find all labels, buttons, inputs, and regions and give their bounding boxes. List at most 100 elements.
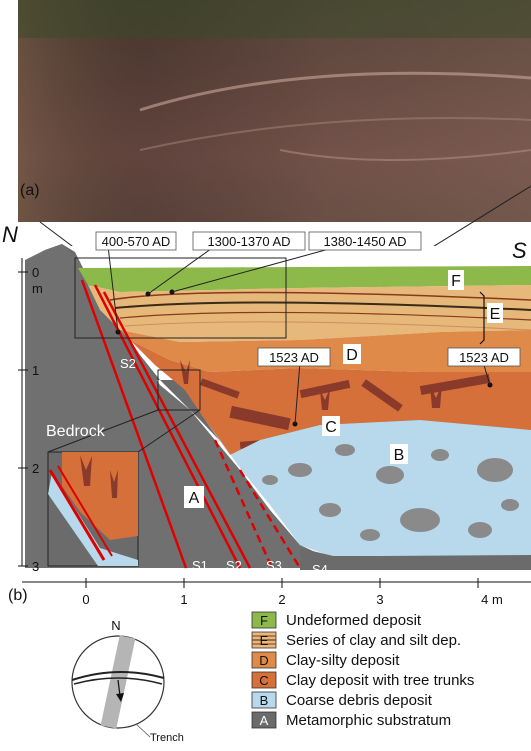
- clast: [319, 503, 341, 517]
- fault-s3: [213, 439, 274, 569]
- clast: [335, 444, 355, 456]
- depth-tick-label: 0: [32, 265, 39, 280]
- photo-panel-label: (a): [20, 182, 40, 199]
- fault-s4: [238, 469, 302, 569]
- north-label: N: [2, 222, 18, 247]
- legend-code: D: [259, 653, 268, 668]
- legend-swatch-d: [251, 651, 277, 669]
- unit-c: [130, 340, 531, 455]
- legend: F Undeformed deposit E Series of clay and s…: [251, 611, 474, 729]
- age-box: [95, 231, 177, 251]
- legend-swatch-c: [251, 671, 277, 689]
- legend-code: E: [260, 633, 269, 648]
- age-box: [192, 231, 306, 251]
- age-label: 1523 AD: [459, 350, 509, 365]
- trench-leader: [135, 723, 151, 738]
- distance-tick-label: 3: [376, 592, 383, 607]
- unit-e-layer: [109, 291, 531, 301]
- inset-root: [110, 470, 118, 498]
- unit-e-layer: [119, 311, 531, 321]
- distance-tick-label: 4 m: [481, 592, 503, 607]
- unit-label-bg: [448, 270, 464, 290]
- slip-arrow: [117, 679, 121, 697]
- legend-code: C: [259, 673, 268, 688]
- tree-trunk: [199, 378, 240, 399]
- depth-unit: m: [32, 281, 43, 296]
- legend-swatch-f: [251, 611, 277, 629]
- unit-label-bg: [390, 444, 408, 464]
- clast: [400, 508, 440, 532]
- clast: [288, 463, 312, 477]
- tree-stump: [430, 384, 442, 408]
- fault-great-circle: [71, 671, 165, 681]
- photo-vegetation: [18, 0, 531, 38]
- distance-tick-label: 1: [180, 592, 187, 607]
- inset: [47, 451, 139, 567]
- clast: [468, 522, 492, 538]
- distance-tick-label: 2: [278, 592, 285, 607]
- fault-label-s4: S4: [312, 562, 328, 577]
- unit-label-bg: [343, 344, 361, 364]
- unit-label-b: B: [394, 447, 405, 464]
- unit-d: [100, 310, 531, 372]
- legend-label: Undeformed deposit: [286, 612, 422, 629]
- unit-e: [88, 285, 531, 342]
- debris-clasts: [262, 444, 519, 541]
- age-leader: [294, 361, 301, 425]
- legend-swatch-a: [251, 711, 277, 729]
- section-panel-label: (b): [8, 587, 28, 604]
- fault-labels: S2 S1 S2 S3 S4: [120, 356, 328, 577]
- trench-photo: (a): [18, 0, 531, 222]
- tree-trunk: [361, 379, 403, 412]
- age-leaders: [107, 245, 491, 425]
- depth-axis: 0 m 1 2 3: [18, 258, 43, 574]
- legend-code: A: [260, 713, 269, 728]
- clast: [360, 529, 380, 541]
- inset-fault: [48, 469, 106, 561]
- stereonet: N Trench: [71, 618, 184, 744]
- fault-label-s2: S2: [226, 558, 242, 573]
- unit-label-bg: [322, 416, 340, 436]
- tree-stump: [320, 388, 330, 410]
- inset-fault: [57, 465, 113, 557]
- unit-label-a: A: [189, 490, 200, 507]
- clast: [501, 499, 519, 511]
- south-label: S: [512, 238, 527, 263]
- unit-e-layer: [114, 301, 531, 311]
- depth-tick-label: 1: [32, 363, 39, 378]
- tree-trunk: [299, 379, 351, 399]
- distance-axis: 0 1 2 3 4 m (b): [0, 576, 531, 612]
- clast: [376, 466, 404, 484]
- tree-trunk: [229, 405, 291, 431]
- clast: [477, 458, 513, 482]
- unit-label-c: C: [325, 419, 337, 436]
- age-leader: [107, 245, 119, 333]
- legend-label: Clay deposit with tree trunks: [286, 672, 474, 689]
- unit-label-bg: [487, 303, 503, 323]
- bedrock-label: Bedrock: [46, 423, 106, 440]
- fault-label-s3: S3: [266, 558, 282, 573]
- photo-footprint-box: [74, 257, 287, 339]
- age-label: 1523 AD: [269, 350, 319, 365]
- depth-tick-label: 3: [32, 559, 39, 574]
- fault-label-s2-upper: S2: [120, 356, 136, 371]
- unit-label-f: F: [451, 273, 461, 290]
- distance-tick-label: 0: [82, 592, 89, 607]
- fault-s1: [80, 279, 188, 569]
- tree-stump: [180, 360, 190, 384]
- legend-label: Metamorphic substratum: [286, 712, 451, 729]
- unit-b: [205, 420, 531, 556]
- unit-label-d: D: [346, 347, 358, 364]
- inset-source-box: [157, 369, 201, 411]
- age-labels: 400-570 AD 1300-1370 AD 1380-1450 AD 152…: [95, 231, 521, 367]
- unit-e-bracket: [479, 291, 485, 345]
- age-leader: [147, 245, 216, 295]
- age-box: [308, 231, 422, 251]
- photo-layer-line: [139, 117, 531, 151]
- photo-layer-line: [139, 71, 531, 112]
- fault-great-circle: [73, 677, 163, 685]
- photo-layer-line: [279, 149, 531, 161]
- unit-labels: F E D C B A: [184, 270, 503, 508]
